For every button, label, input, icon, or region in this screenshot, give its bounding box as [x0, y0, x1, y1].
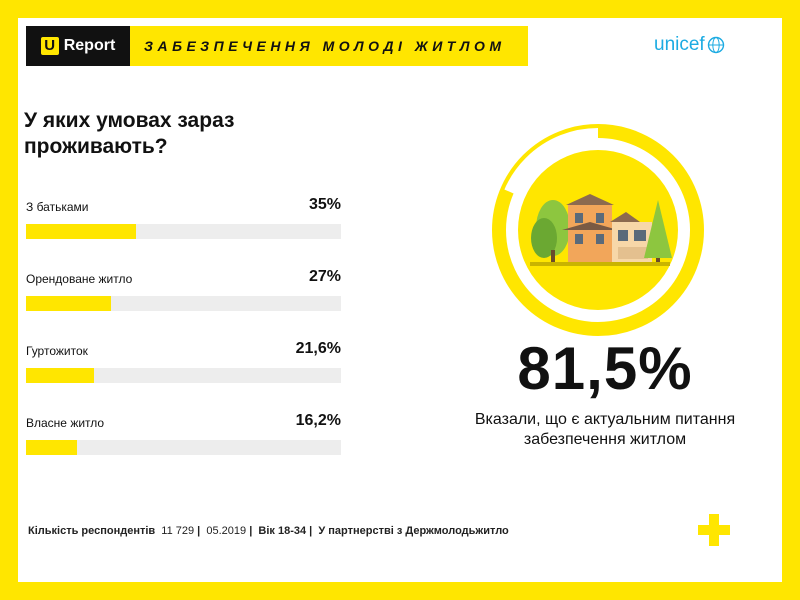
- ureport-logo: U Report: [26, 26, 130, 66]
- globe-icon: [707, 36, 724, 54]
- bar-value-label: 21,6%: [295, 340, 341, 357]
- header-title: ЗАБЕЗПЕЧЕННЯ МОЛОДІ ЖИТЛОМ: [130, 26, 528, 66]
- bar-track: [26, 224, 341, 239]
- ureport-logo-u: U: [40, 37, 59, 55]
- unicef-logo-text: unicef: [654, 34, 705, 55]
- highlight-value: 81,5%: [517, 335, 693, 402]
- bar-fill: [26, 296, 112, 311]
- bar-category-label: Власне житло: [26, 416, 105, 430]
- bar-category-label: Орендоване житло: [26, 272, 133, 286]
- bar-category-label: Гуртожиток: [26, 344, 88, 358]
- bar-category-label: З батьками: [26, 200, 89, 214]
- progress-ring-arc: [494, 126, 702, 334]
- house-icon: [568, 205, 612, 263]
- header-banner: U Report ЗАБЕЗПЕЧЕННЯ МОЛОДІ ЖИТЛОМ: [26, 26, 528, 66]
- house-illustration: [492, 124, 704, 336]
- partner-text: У партнерстві з Держмолодьжитло: [318, 525, 509, 537]
- question-title: У яких умовах зараз проживають?: [24, 109, 235, 158]
- bar-value-label: 16,2%: [295, 412, 341, 429]
- plus-icon: [698, 514, 730, 546]
- ureport-logo-word: Report: [63, 37, 116, 54]
- respondents-count: 11 729: [161, 525, 195, 537]
- pine-tree-icon: [644, 200, 672, 258]
- age-range: Вік 18-34: [258, 525, 307, 537]
- bar-fill: [26, 440, 78, 455]
- bar-track: [26, 440, 341, 455]
- bar-value-label: 35%: [308, 196, 341, 213]
- bar-value-label: 27%: [308, 268, 341, 285]
- bar-track: [26, 368, 341, 383]
- survey-date: 05.2019: [206, 525, 247, 537]
- respondents-label: Кількість респондентів: [28, 525, 156, 537]
- bar-fill: [26, 224, 137, 239]
- bar-fill: [26, 368, 95, 383]
- bar-track: [26, 296, 341, 311]
- unicef-logo: unicef: [654, 34, 725, 56]
- highlight-caption: Вказали, що є актуальним питання забезпе…: [474, 411, 736, 448]
- footer: Кількість респондентів 11 729 | 05.2019 …: [28, 525, 509, 537]
